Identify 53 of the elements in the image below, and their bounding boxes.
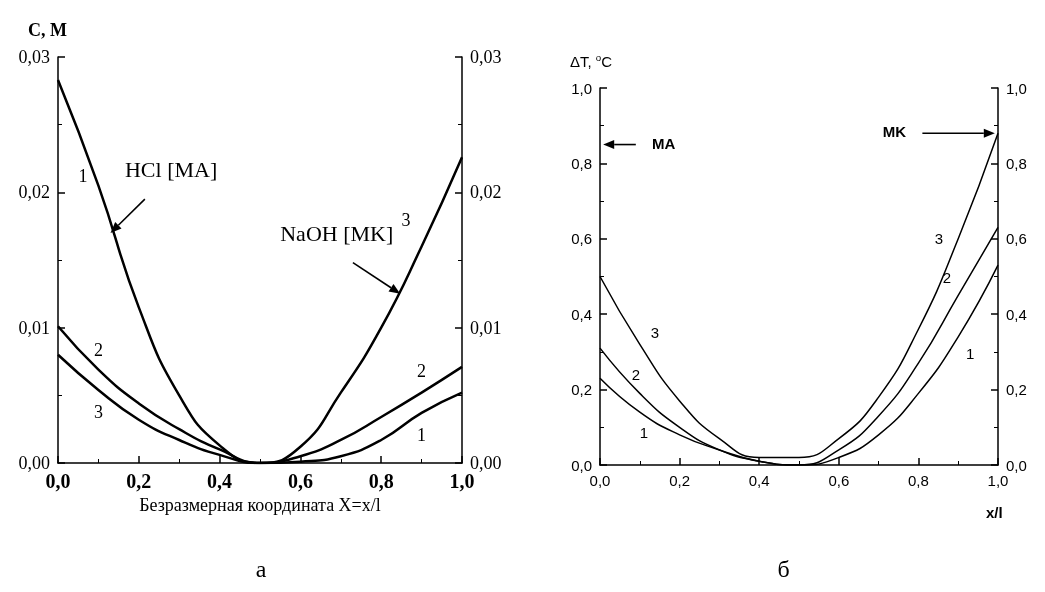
x-tick-label: 1,0 — [449, 470, 475, 492]
x-tick-label: 0,2 — [669, 472, 691, 489]
y2-tick-label: 0,4 — [1006, 305, 1027, 323]
x-axis-title: Безразмерная координата X=x/l — [139, 494, 381, 515]
y2-tick-label: 0,8 — [1006, 154, 1027, 172]
y-tick-label: 0,2 — [571, 381, 592, 399]
x-tick-label: 0,0 — [45, 470, 71, 492]
series-label: 3 — [934, 230, 944, 248]
y-tick-label: 0,01 — [18, 317, 50, 338]
text: 1 — [417, 424, 427, 445]
x-tick-label: 0,6 — [287, 470, 313, 492]
text: 1 — [966, 344, 975, 362]
annotation: MA — [652, 134, 676, 152]
y-tick-label: 0,03 — [18, 47, 50, 67]
y-tick-label: 0,02 — [18, 182, 50, 203]
annotation: HCl [MA] — [124, 157, 218, 183]
x-tick-label: 0,2 — [126, 470, 152, 492]
y2-tick-label: 0,6 — [1006, 230, 1027, 248]
text: 2 — [942, 268, 952, 286]
y2-tick-label: 0,02 — [470, 182, 502, 203]
y-tick-label: 0,00 — [18, 453, 50, 473]
annotation: MK — [882, 123, 907, 141]
annotation: NaOH [MK] — [280, 220, 394, 246]
y2-tick-label: 0,03 — [470, 47, 502, 67]
x-tick-label: 1,0 — [987, 472, 1009, 489]
x-tick-label: 0,6 — [828, 472, 850, 489]
series-label: 1 — [639, 424, 648, 442]
series-label: 3 — [93, 401, 103, 422]
y2-tick-label: 0,00 — [470, 453, 502, 473]
series-label: 2 — [631, 366, 640, 384]
y-tick-label: 0,8 — [571, 154, 592, 172]
y-axis-title: C, M — [28, 20, 67, 40]
y-tick-label: 0,6 — [571, 230, 592, 248]
y2-tick-label: 1,0 — [1006, 79, 1027, 97]
x-tick-label: 0,4 — [207, 470, 233, 492]
x-tick-label: 0,8 — [907, 472, 929, 489]
y-tick-label: 1,0 — [571, 79, 592, 97]
text: 3 — [650, 323, 660, 341]
y2-tick-label: 0,01 — [470, 317, 502, 338]
x-tick-label: 0,8 — [368, 470, 394, 492]
text: 2 — [417, 360, 427, 381]
text: б — [777, 556, 790, 582]
y-tick-label: 0,0 — [571, 456, 592, 474]
y2-tick-label: 0,0 — [1006, 456, 1027, 474]
text: 3 — [401, 210, 411, 231]
series-label: 2 — [93, 339, 103, 360]
x-axis-title: x/l — [986, 504, 1003, 521]
series-label: 1 — [78, 165, 88, 186]
x-tick-label: 0,0 — [589, 472, 611, 489]
y-tick-label: 0,4 — [571, 305, 592, 323]
x-tick-label: 0,4 — [748, 472, 770, 489]
text: а — [255, 556, 267, 582]
y2-tick-label: 0,2 — [1006, 381, 1027, 399]
